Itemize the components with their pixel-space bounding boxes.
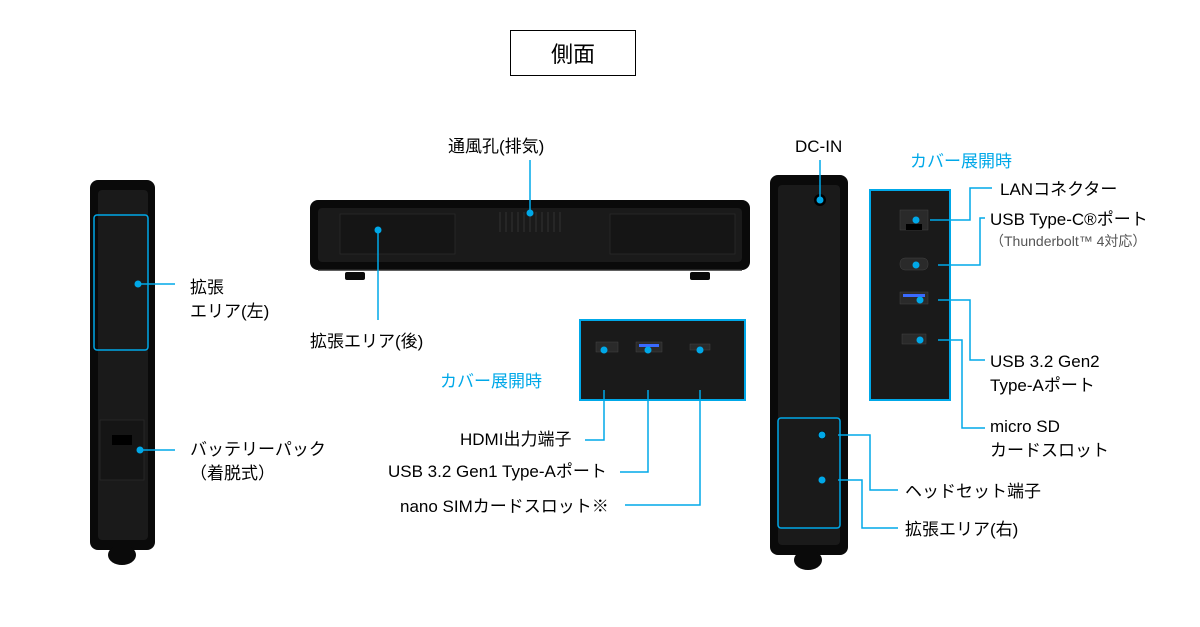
callout-expansion-rear: 拡張エリア(後): [310, 330, 423, 354]
cover-detail-right: [870, 190, 950, 400]
callout-nanosim: nano SIMカードスロット※: [400, 495, 609, 519]
callout-dc-in: DC-IN: [795, 135, 842, 159]
callout-expansion-left: 拡張エリア(左): [190, 276, 269, 324]
callout-microsd: micro SDカードスロット: [990, 415, 1109, 463]
callout-headset: ヘッドセット端子: [905, 480, 1041, 504]
callout-lan: LANコネクター: [1000, 178, 1117, 202]
device-rear: [310, 200, 750, 280]
callout-cover-heading-rear: カバー展開時: [440, 370, 542, 394]
callout-battery-pack: バッテリーパック（着脱式）: [190, 438, 326, 486]
cover-detail-rear: [580, 320, 745, 400]
callout-vent: 通風孔(排気): [448, 135, 544, 159]
callout-expansion-right: 拡張エリア(右): [905, 518, 1018, 542]
device-left: [90, 180, 155, 565]
device-right: [770, 175, 848, 570]
callout-usb32gen1: USB 3.2 Gen1 Type-Aポート: [388, 460, 607, 484]
diagram-overlay: [0, 0, 1200, 627]
callout-usb32gen2: USB 3.2 Gen2Type-Aポート: [990, 350, 1100, 398]
callout-hdmi: HDMI出力端子: [460, 428, 571, 452]
section-title: 側面: [510, 30, 636, 76]
callout-usb-c: USB Type-C®ポート（Thunderbolt™ 4対応）: [990, 208, 1148, 251]
callout-cover-heading-right: カバー展開時: [910, 150, 1012, 174]
